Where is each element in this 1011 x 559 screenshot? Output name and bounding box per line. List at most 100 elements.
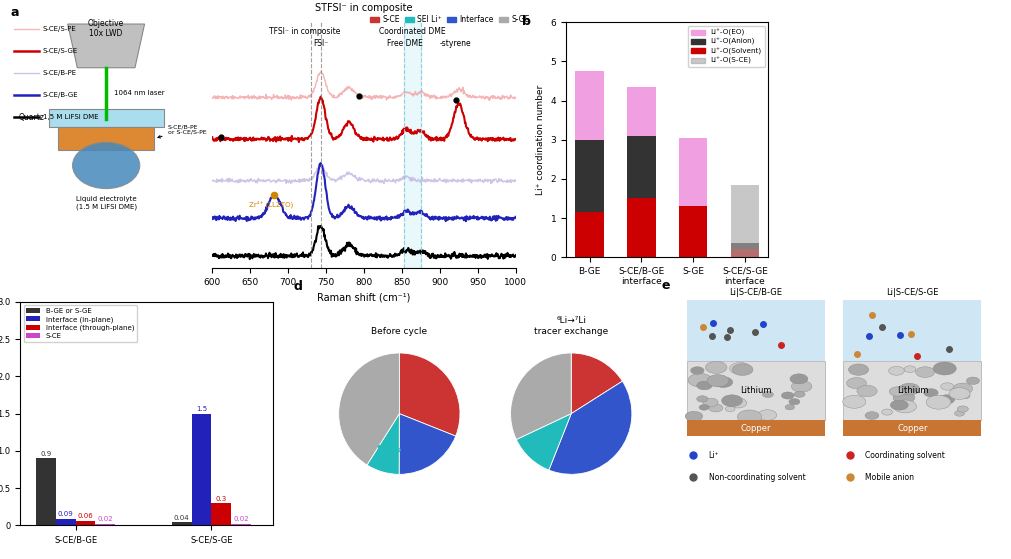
- Ellipse shape: [843, 395, 865, 408]
- Ellipse shape: [857, 385, 878, 397]
- Text: Mobile anion: Mobile anion: [865, 473, 914, 482]
- Text: S-CE/B-GE: S-CE/B-GE: [42, 92, 79, 98]
- Bar: [686, 420, 825, 436]
- Text: 0.3: 0.3: [215, 496, 226, 501]
- Wedge shape: [511, 353, 571, 439]
- Bar: [59, 127, 154, 150]
- Bar: [36, 458, 56, 525]
- Text: 0.9: 0.9: [40, 451, 52, 457]
- Text: e: e: [662, 279, 670, 292]
- Text: Li|S-CE/B-GE: Li|S-CE/B-GE: [729, 288, 783, 297]
- Bar: [76, 521, 95, 525]
- Ellipse shape: [707, 375, 729, 387]
- Ellipse shape: [737, 410, 761, 424]
- Text: 19%: 19%: [409, 440, 432, 449]
- Bar: [731, 249, 759, 257]
- Ellipse shape: [725, 406, 735, 411]
- Text: 32%: 32%: [529, 389, 550, 398]
- Wedge shape: [549, 381, 632, 475]
- Text: Liquid electrolyte
(1.5 M LiFSI DME): Liquid electrolyte (1.5 M LiFSI DME): [76, 196, 136, 210]
- Legend: Li⁺-O(EO), Li⁺-O(Anion), Li⁺-O(Solvent), Li⁺-O(S-CE): Li⁺-O(EO), Li⁺-O(Anion), Li⁺-O(Solvent),…: [687, 26, 764, 67]
- Text: 16%: 16%: [578, 376, 601, 385]
- Text: Lithium: Lithium: [897, 386, 928, 395]
- Ellipse shape: [685, 411, 703, 421]
- Ellipse shape: [899, 383, 920, 395]
- Ellipse shape: [846, 377, 866, 389]
- Title: ⁶Li→⁷Li
tracer exchange: ⁶Li→⁷Li tracer exchange: [534, 316, 609, 335]
- Bar: [731, 184, 759, 257]
- Ellipse shape: [792, 381, 812, 392]
- Ellipse shape: [795, 391, 805, 397]
- Bar: [731, 243, 759, 249]
- Ellipse shape: [954, 411, 964, 416]
- Bar: [843, 361, 982, 420]
- Ellipse shape: [949, 387, 971, 400]
- Ellipse shape: [893, 391, 915, 404]
- Ellipse shape: [960, 393, 970, 399]
- Text: TFSI⁻ in composite: TFSI⁻ in composite: [269, 26, 341, 36]
- Text: S-CE/S-GE: S-CE/S-GE: [42, 48, 78, 54]
- Ellipse shape: [957, 406, 969, 412]
- Wedge shape: [399, 414, 456, 475]
- Bar: [686, 361, 825, 420]
- Bar: [843, 420, 982, 436]
- Text: d: d: [293, 280, 302, 293]
- Bar: [49, 109, 164, 127]
- Bar: [627, 198, 655, 257]
- Ellipse shape: [730, 362, 750, 374]
- Ellipse shape: [706, 361, 727, 373]
- Text: a: a: [10, 6, 18, 19]
- Bar: [211, 503, 232, 525]
- Ellipse shape: [790, 374, 808, 384]
- Bar: [95, 524, 115, 525]
- Legend: B-GE or S-GE, Interface (in-plane), Interface (through-plane), S-CE: B-GE or S-GE, Interface (in-plane), Inte…: [23, 305, 137, 342]
- Ellipse shape: [926, 395, 951, 409]
- Ellipse shape: [697, 381, 712, 390]
- Text: S-CE/B-PE
or S-CE/S-PE: S-CE/B-PE or S-CE/S-PE: [158, 124, 206, 138]
- Text: b: b: [522, 15, 531, 29]
- Ellipse shape: [953, 383, 973, 394]
- Ellipse shape: [722, 395, 742, 406]
- Ellipse shape: [916, 367, 935, 377]
- Legend: S-CE, SEI Li⁺, Interface, S-GE: S-CE, SEI Li⁺, Interface, S-GE: [367, 12, 533, 27]
- Text: Objective
10x LWD: Objective 10x LWD: [88, 19, 124, 39]
- Text: Copper: Copper: [740, 424, 771, 433]
- Ellipse shape: [73, 143, 140, 188]
- Ellipse shape: [889, 366, 904, 375]
- Bar: [686, 300, 825, 361]
- Text: 0.06: 0.06: [78, 514, 93, 519]
- Bar: [172, 523, 192, 525]
- Ellipse shape: [699, 405, 709, 410]
- Polygon shape: [68, 24, 145, 68]
- Ellipse shape: [904, 366, 916, 372]
- Y-axis label: Li⁺ coordination number: Li⁺ coordination number: [536, 84, 545, 195]
- Ellipse shape: [940, 383, 953, 390]
- Bar: [679, 138, 708, 206]
- Text: STFSI⁻ in composite: STFSI⁻ in composite: [315, 3, 412, 12]
- Bar: [232, 524, 251, 525]
- Text: Li⁺: Li⁺: [709, 451, 720, 459]
- Ellipse shape: [691, 367, 704, 375]
- Bar: [843, 300, 982, 361]
- Text: Quartz: Quartz: [18, 113, 44, 122]
- Ellipse shape: [894, 400, 917, 413]
- Ellipse shape: [697, 396, 708, 402]
- Text: 1064 nm laser: 1064 nm laser: [114, 91, 165, 97]
- Text: 12%: 12%: [535, 437, 556, 446]
- Ellipse shape: [938, 395, 954, 404]
- Bar: [627, 87, 655, 136]
- Text: Li|S-CE/S-GE: Li|S-CE/S-GE: [887, 288, 938, 297]
- Text: 1,5 M LiFSI DME: 1,5 M LiFSI DME: [42, 113, 98, 120]
- X-axis label: Raman shift (cm⁻¹): Raman shift (cm⁻¹): [317, 292, 410, 302]
- Wedge shape: [367, 414, 399, 475]
- Wedge shape: [517, 414, 571, 470]
- Bar: [575, 212, 604, 257]
- Bar: [56, 519, 76, 525]
- Bar: [679, 206, 708, 257]
- Ellipse shape: [762, 391, 773, 397]
- Text: S-CE/S-PE: S-CE/S-PE: [42, 26, 77, 32]
- Ellipse shape: [786, 405, 795, 410]
- Ellipse shape: [789, 399, 800, 405]
- Ellipse shape: [782, 392, 794, 399]
- Ellipse shape: [924, 389, 938, 397]
